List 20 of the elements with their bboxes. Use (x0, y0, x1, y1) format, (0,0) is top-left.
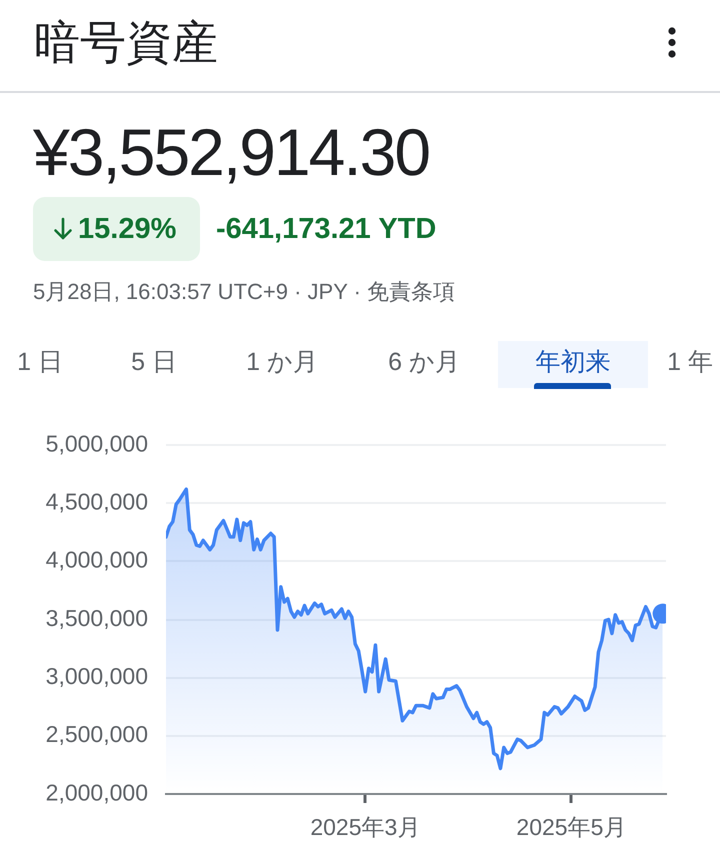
text: 1 か月 (246, 347, 318, 377)
text: 15.29% (78, 212, 176, 246)
y-tick-label: 4,000,000 (46, 546, 148, 573)
text: 1 日 (17, 347, 63, 377)
y-tick-label: 3,000,000 (46, 663, 148, 690)
chart-subtitle: ¥3,552,914.30 (33, 114, 430, 190)
y-tick-label: 2,500,000 (46, 721, 148, 748)
y-tick-label: 4,500,000 (46, 488, 148, 515)
y-tick-label: 2,000,000 (46, 779, 148, 806)
x-tick-label: 2025年5月 (516, 814, 626, 840)
y-tick-label: 3,500,000 (46, 604, 148, 631)
text: 6 か月 (388, 347, 460, 377)
text: 5月28日, 16:03:57 UTC+9 · JPY · 免責条項 (33, 278, 456, 306)
text: 1 年 (667, 347, 713, 377)
x-tick-label: 2025年3月 (310, 814, 420, 840)
text: -641,173.21 YTD (216, 212, 436, 246)
text: 年初来 (536, 347, 610, 377)
chart-title: 暗号資産 (34, 15, 218, 70)
y-tick-label: 5,000,000 (46, 430, 148, 456)
text: 5 日 (131, 347, 177, 377)
